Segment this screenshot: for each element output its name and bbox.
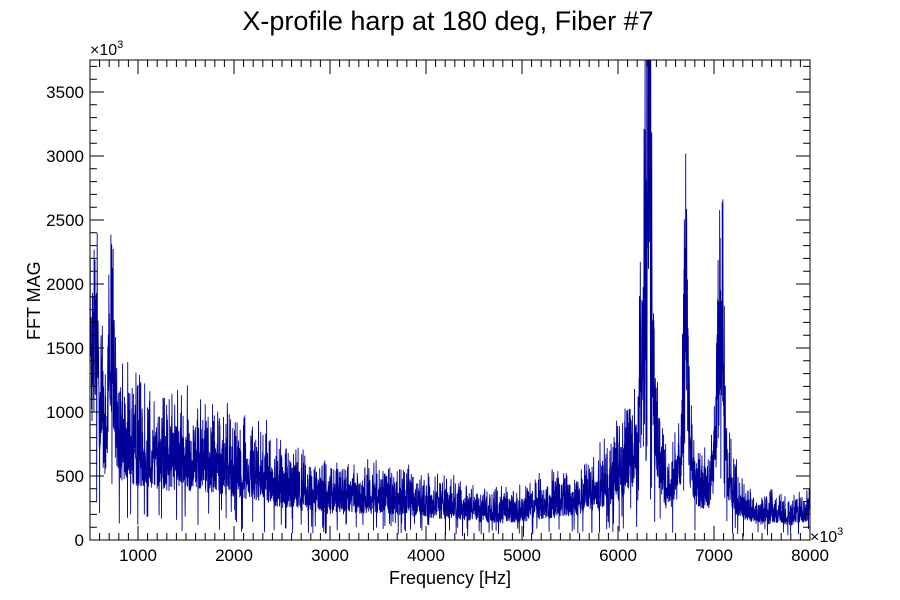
x-tick-label: 3000: [311, 546, 349, 565]
x-tick-label: 8000: [791, 546, 829, 565]
y-axis-multiplier: ×103: [90, 39, 123, 59]
x-tick-label: 5000: [503, 546, 541, 565]
x-tick-label: 4000: [407, 546, 445, 565]
y-multiplier-exponent: 3: [117, 39, 123, 51]
x-multiplier-base: ×10: [810, 529, 837, 546]
y-multiplier-base: ×10: [90, 42, 117, 59]
x-tick-label: 2000: [215, 546, 253, 565]
y-tick-label: 1000: [46, 403, 84, 422]
x-tick-label: 1000: [119, 546, 157, 565]
fft-series-line: [90, 60, 810, 537]
y-tick-label: 500: [56, 467, 84, 486]
y-tick-label: 3000: [46, 147, 84, 166]
x-axis-multiplier: ×103: [810, 526, 843, 546]
axis-ticks: [89, 60, 811, 541]
y-tick-label: 1500: [46, 339, 84, 358]
x-tick-label: 6000: [599, 546, 637, 565]
plot-frame: [89, 59, 811, 541]
y-tick-label: 2500: [46, 211, 84, 230]
x-axis-label: Frequency [Hz]: [389, 568, 511, 588]
y-axis-label: FFT MAG: [24, 261, 44, 340]
y-tick-label: 3500: [46, 83, 84, 102]
y-tick-labels: 0 500 1000 1500 2000 2500 3000 3500: [46, 83, 84, 550]
x-multiplier-exponent: 3: [837, 526, 843, 538]
y-tick-label: 0: [75, 531, 84, 550]
y-tick-label: 2000: [46, 275, 84, 294]
tick-marks: [89, 60, 811, 541]
chart-title: X-profile harp at 180 deg, Fiber #7: [242, 6, 653, 36]
x-tick-label: 7000: [695, 546, 733, 565]
x-tick-labels: 1000 2000 3000 4000 5000 6000 7000 8000: [119, 546, 829, 565]
